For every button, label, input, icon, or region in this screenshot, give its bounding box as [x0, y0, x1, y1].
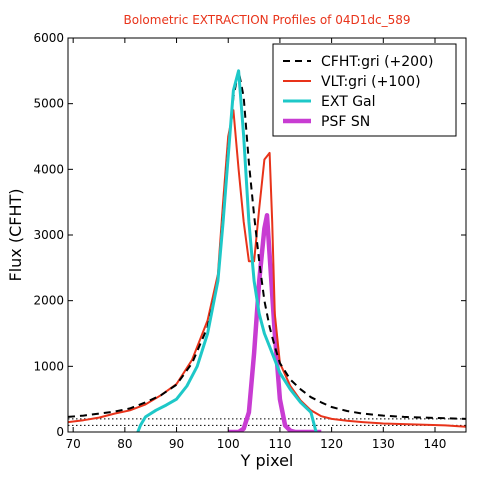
- legend-label: PSF SN: [321, 114, 370, 130]
- x-tick-label: 100: [217, 437, 240, 451]
- x-tick-label: 120: [320, 437, 343, 451]
- y-axis-label: Flux (CFHT): [6, 188, 25, 281]
- x-tick-label: 90: [169, 437, 184, 451]
- y-tick-label: 1000: [33, 359, 64, 373]
- y-tick-label: 2000: [33, 294, 64, 308]
- y-tick-label: 6000: [33, 31, 64, 45]
- x-axis-label: Y pixel: [240, 451, 294, 470]
- legend-label: CFHT:gri (+200): [321, 54, 433, 70]
- x-tick-label: 80: [117, 437, 132, 451]
- series-line-1: [68, 69, 466, 420]
- chart-title: Bolometric EXTRACTION Profiles of 04D1dc…: [124, 13, 411, 27]
- legend-label: VLT:gri (+100): [321, 74, 421, 90]
- axis-ticks: 70 80 90 100 110 120 130 140 0 1000 2000 3000 4000 50…: [33, 31, 466, 451]
- series-line-2: [68, 109, 466, 428]
- x-tick-label: 110: [268, 437, 291, 451]
- x-tick-label: 130: [372, 437, 395, 451]
- legend: CFHT:gri (+200) VLT:gri (+100) EXT Gal PSF …: [272, 43, 457, 137]
- x-tick-label: 140: [424, 437, 447, 451]
- y-tick-label: 0: [56, 425, 64, 439]
- plot-area: [68, 69, 466, 432]
- legend-label: EXT Gal: [321, 94, 376, 110]
- series-line-4: [228, 213, 322, 432]
- series-line-3: [136, 69, 318, 432]
- y-tick-label: 3000: [33, 228, 64, 242]
- x-tick-label: 70: [66, 437, 81, 451]
- y-tick-label: 4000: [33, 162, 64, 176]
- y-tick-label: 5000: [33, 97, 64, 111]
